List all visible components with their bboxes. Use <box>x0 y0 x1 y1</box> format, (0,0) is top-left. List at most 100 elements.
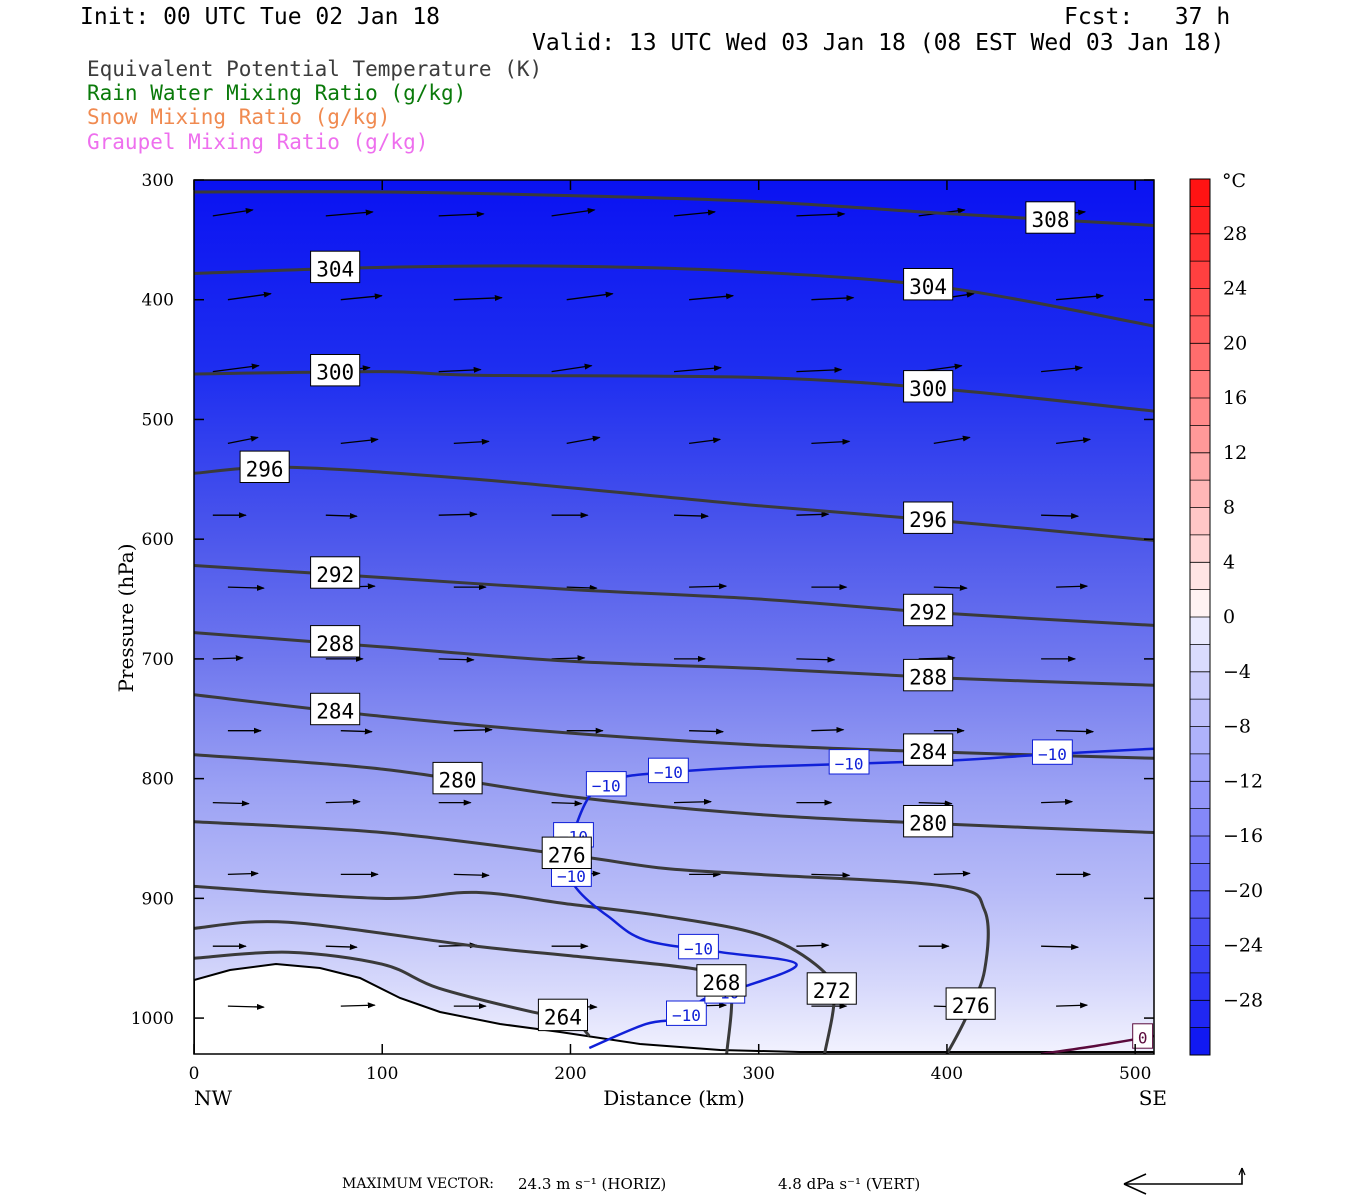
theta-e-label-292: 292 <box>903 593 954 627</box>
wind-vector <box>340 1002 376 1009</box>
theta-e-label-308: 308 <box>1025 201 1076 234</box>
right-endpoint-label: SE <box>1139 1086 1167 1110</box>
theta-e-label-292-box <box>310 556 361 589</box>
colorbar-segment <box>1190 726 1210 755</box>
wind-vector <box>918 800 953 807</box>
legend-graupel: Graupel Mixing Ratio (g/kg) <box>87 130 429 154</box>
colorbar-segment <box>1190 808 1210 837</box>
temperature-label-box <box>585 771 627 797</box>
wind-vector <box>811 295 855 302</box>
colorbar-segment <box>1190 753 1210 782</box>
wind-vector <box>438 211 485 218</box>
theta-e-label-300-text: 300 <box>316 361 354 385</box>
colorbar-tick-label: 28 <box>1223 223 1247 245</box>
wind-vector <box>796 366 843 373</box>
wind-vector <box>811 872 851 879</box>
max-vector-horiz: 24.3 m s⁻¹ (HORIZ) <box>518 1175 667 1193</box>
y-axis-label: Pressure (hPa) <box>114 544 138 693</box>
temperature-label-text: −10 <box>1038 745 1067 764</box>
wind-vector <box>325 512 358 519</box>
colorbar-tick-label: 4 <box>1223 551 1235 573</box>
colorbar-segment <box>1190 562 1210 591</box>
wind-vector <box>796 942 830 949</box>
wind-vector <box>796 656 836 663</box>
y-tick-label: 800 <box>142 770 174 790</box>
temperature-label: −10 <box>828 749 870 775</box>
wind-vector <box>1056 1002 1089 1009</box>
colorbar-segment <box>1190 644 1210 673</box>
colorbar-segment <box>1190 343 1210 372</box>
temperature-label-text: −10 <box>654 763 683 782</box>
theta-e-label-280-text: 280 <box>909 812 947 836</box>
y-tick-label: 900 <box>142 889 174 909</box>
x-tick-label: 500 <box>1119 1064 1151 1084</box>
theta-e-label-304-text: 304 <box>909 275 947 299</box>
cross-section-chart: −10−10−10−10−10−10−10−10−100 30830430430… <box>114 170 1263 1110</box>
wind-vector <box>566 291 614 301</box>
colorbar-tick-label: −24 <box>1223 935 1263 957</box>
colorbar-segment <box>1190 1000 1210 1029</box>
theta-e-label-284-text: 284 <box>316 700 354 724</box>
y-tick-label: 500 <box>142 411 174 431</box>
theta-e-label-300-box <box>310 354 361 387</box>
theta-e-label-264-box <box>537 998 589 1032</box>
wind-vector <box>1056 293 1105 301</box>
temperature-label-box <box>1132 1023 1154 1049</box>
temperature-label-text: −10 <box>557 867 586 886</box>
theta-e-label-288: 288 <box>310 625 361 658</box>
axes: 300 400 500 600 700 800 900 1000 0 100 200 300 400 50… <box>131 171 1154 1084</box>
wind-vector <box>227 291 272 301</box>
wind-vector <box>340 728 373 735</box>
colorbar-segment <box>1190 918 1210 946</box>
reference-vector-icon <box>1123 1167 1246 1195</box>
colorbar-tick-label: −4 <box>1223 661 1251 683</box>
colorbar-tick-label: 8 <box>1223 497 1235 519</box>
wind-vector <box>453 294 503 301</box>
theta-e-contour-288 <box>194 631 1154 687</box>
colorbar-segment <box>1190 425 1210 454</box>
wind-vector <box>227 435 259 445</box>
colorbar-segment <box>1190 781 1210 810</box>
colorbar-tick-label: 0 <box>1223 606 1235 628</box>
y-tick-label: 400 <box>142 291 174 311</box>
wind-vector <box>918 655 956 662</box>
colorbar-segment <box>1190 370 1210 399</box>
theta-e-label-296: 296 <box>239 450 290 484</box>
wind-vector <box>933 584 968 591</box>
theta-e-labels: 308 304 304 300 300 296 296 292 292 288 288 284 284 2… <box>239 201 1076 1032</box>
colorbar-tick-label: −12 <box>1223 770 1263 792</box>
theta-e-label-288-box <box>903 658 954 692</box>
temperature-label-box <box>828 749 870 775</box>
temperature-label: −10 <box>678 933 719 960</box>
wind-vectors <box>212 207 1105 1010</box>
theta-e-label-292: 292 <box>310 556 361 589</box>
colorbar-segment <box>1190 452 1210 481</box>
wind-vector <box>1041 365 1084 373</box>
theta-e-label-280-box <box>432 761 483 795</box>
colorbar-segment <box>1190 617 1210 645</box>
wind-vector <box>325 209 374 217</box>
wind-vector <box>551 363 593 373</box>
valid-time: Valid: 13 UTC Wed 03 Jan 18 (08 EST Wed … <box>532 30 1225 56</box>
temperature-label: −10 <box>648 757 689 784</box>
theta-e-label-276-box <box>541 836 592 869</box>
forecast-hour: Fcst: 37 h <box>1064 4 1231 30</box>
theta-e-label-264-text: 264 <box>544 1005 582 1029</box>
theta-e-label-272-box <box>806 972 857 1005</box>
wind-vector <box>811 726 845 733</box>
colorbar-tick-label: −8 <box>1223 716 1251 738</box>
y-tick-label: 700 <box>142 650 174 670</box>
colorbar-segment <box>1190 534 1210 563</box>
colorbar-tick-label: −28 <box>1223 989 1263 1011</box>
theta-e-label-304-box <box>903 268 954 301</box>
wind-vector <box>1041 513 1080 520</box>
colorbar-segment <box>1190 972 1210 1001</box>
colorbar-segment <box>1190 507 1210 536</box>
colorbar-segment <box>1190 261 1210 289</box>
colorbar-segment <box>1190 1027 1210 1056</box>
theta-e-label-300: 300 <box>903 370 954 403</box>
theta-e-label-300-box <box>903 370 954 403</box>
wind-vector <box>340 293 383 301</box>
theta-e-label-284: 284 <box>310 692 361 726</box>
wind-vector <box>689 293 735 301</box>
